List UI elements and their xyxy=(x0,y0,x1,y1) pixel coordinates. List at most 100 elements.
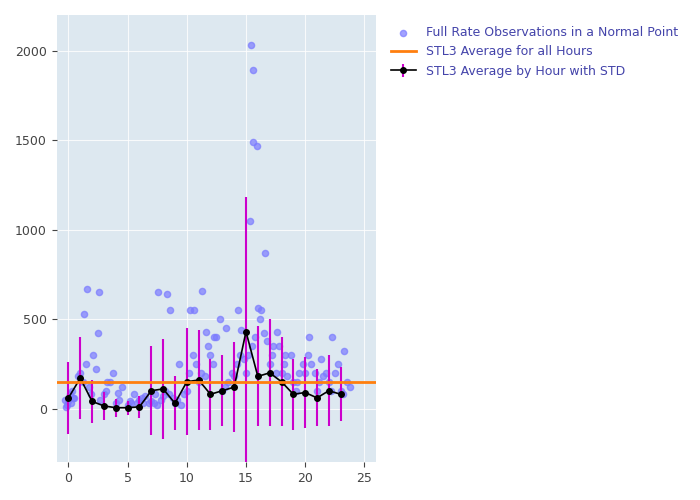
Full Rate Observations in a Normal Point xyxy=(305,360,316,368)
Full Rate Observations in a Normal Point xyxy=(258,330,270,338)
Full Rate Observations in a Normal Point xyxy=(309,369,320,377)
Full Rate Observations in a Normal Point xyxy=(232,306,244,314)
STL3 Average for all Hours xyxy=(64,379,73,385)
Full Rate Observations in a Normal Point xyxy=(214,315,225,323)
Full Rate Observations in a Normal Point xyxy=(256,306,267,314)
Full Rate Observations in a Normal Point xyxy=(158,392,169,400)
Full Rate Observations in a Normal Point xyxy=(160,386,171,394)
Full Rate Observations in a Normal Point xyxy=(231,360,242,368)
Full Rate Observations in a Normal Point xyxy=(72,372,83,380)
Full Rate Observations in a Normal Point xyxy=(146,398,157,406)
Full Rate Observations in a Normal Point xyxy=(248,66,259,74)
Full Rate Observations in a Normal Point xyxy=(77,378,88,386)
Full Rate Observations in a Normal Point xyxy=(226,369,237,377)
Full Rate Observations in a Normal Point xyxy=(252,304,263,312)
Full Rate Observations in a Normal Point xyxy=(300,369,311,377)
Full Rate Observations in a Normal Point xyxy=(344,383,356,391)
Full Rate Observations in a Normal Point xyxy=(104,378,116,386)
Full Rate Observations in a Normal Point xyxy=(317,372,328,380)
Full Rate Observations in a Normal Point xyxy=(149,390,160,398)
Full Rate Observations in a Normal Point xyxy=(234,351,246,359)
Full Rate Observations in a Normal Point xyxy=(250,333,261,341)
Full Rate Observations in a Normal Point xyxy=(271,328,282,336)
Full Rate Observations in a Normal Point xyxy=(164,390,175,398)
Full Rate Observations in a Normal Point xyxy=(199,372,210,380)
Full Rate Observations in a Normal Point xyxy=(75,369,86,377)
Full Rate Observations in a Normal Point xyxy=(60,396,71,404)
Full Rate Observations in a Normal Point xyxy=(167,394,178,402)
Full Rate Observations in a Normal Point xyxy=(326,386,337,394)
Full Rate Observations in a Normal Point xyxy=(200,328,211,336)
Full Rate Observations in a Normal Point xyxy=(122,401,133,409)
Full Rate Observations in a Normal Point xyxy=(211,333,222,341)
Full Rate Observations in a Normal Point xyxy=(94,288,105,296)
Full Rate Observations in a Normal Point xyxy=(288,378,299,386)
Full Rate Observations in a Normal Point xyxy=(193,378,204,386)
Full Rate Observations in a Normal Point xyxy=(255,315,266,323)
Full Rate Observations in a Normal Point xyxy=(152,401,163,409)
Full Rate Observations in a Normal Point xyxy=(144,399,155,407)
Full Rate Observations in a Normal Point xyxy=(116,383,127,391)
Full Rate Observations in a Normal Point xyxy=(286,351,297,359)
Full Rate Observations in a Normal Point xyxy=(80,360,92,368)
Full Rate Observations in a Normal Point xyxy=(329,369,340,377)
Full Rate Observations in a Normal Point xyxy=(236,326,247,334)
Full Rate Observations in a Normal Point xyxy=(270,369,281,377)
Full Rate Observations in a Normal Point xyxy=(279,360,290,368)
Full Rate Observations in a Normal Point xyxy=(101,386,112,394)
Legend: Full Rate Observations in a Normal Point, STL3 Average for all Hours, STL3 Avera: Full Rate Observations in a Normal Point… xyxy=(386,21,682,82)
Full Rate Observations in a Normal Point xyxy=(244,216,255,224)
Full Rate Observations in a Normal Point xyxy=(238,354,249,362)
Full Rate Observations in a Normal Point xyxy=(197,286,208,294)
Full Rate Observations in a Normal Point xyxy=(207,360,218,368)
Full Rate Observations in a Normal Point xyxy=(240,369,251,377)
Full Rate Observations in a Normal Point xyxy=(153,288,164,296)
Full Rate Observations in a Normal Point xyxy=(202,342,214,350)
Full Rate Observations in a Normal Point xyxy=(209,333,220,341)
Full Rate Observations in a Normal Point xyxy=(337,390,349,398)
Full Rate Observations in a Normal Point xyxy=(78,310,90,318)
Full Rate Observations in a Normal Point xyxy=(83,383,94,391)
Full Rate Observations in a Normal Point xyxy=(68,394,79,402)
Full Rate Observations in a Normal Point xyxy=(327,333,338,341)
Full Rate Observations in a Normal Point xyxy=(187,351,198,359)
Full Rate Observations in a Normal Point xyxy=(262,336,273,344)
Full Rate Observations in a Normal Point xyxy=(173,360,184,368)
Full Rate Observations in a Normal Point xyxy=(136,394,148,402)
Full Rate Observations in a Normal Point xyxy=(155,396,167,404)
Full Rate Observations in a Normal Point xyxy=(302,351,313,359)
Full Rate Observations in a Normal Point xyxy=(274,342,285,350)
Full Rate Observations in a Normal Point xyxy=(246,342,258,350)
Full Rate Observations in a Normal Point xyxy=(341,378,352,386)
Full Rate Observations in a Normal Point xyxy=(314,378,325,386)
Full Rate Observations in a Normal Point xyxy=(183,369,195,377)
Full Rate Observations in a Normal Point xyxy=(229,372,240,380)
Full Rate Observations in a Normal Point xyxy=(291,378,302,386)
Full Rate Observations in a Normal Point xyxy=(108,369,119,377)
Full Rate Observations in a Normal Point xyxy=(65,399,76,407)
Full Rate Observations in a Normal Point xyxy=(60,403,71,411)
Full Rate Observations in a Normal Point xyxy=(267,342,279,350)
Full Rate Observations in a Normal Point xyxy=(178,390,190,398)
Full Rate Observations in a Normal Point xyxy=(82,284,93,292)
Full Rate Observations in a Normal Point xyxy=(88,351,99,359)
Full Rate Observations in a Normal Point xyxy=(243,351,254,359)
Full Rate Observations in a Normal Point xyxy=(219,383,230,391)
Full Rate Observations in a Normal Point xyxy=(134,396,145,404)
Full Rate Observations in a Normal Point xyxy=(98,390,109,398)
Full Rate Observations in a Normal Point xyxy=(282,372,293,380)
Full Rate Observations in a Normal Point xyxy=(63,398,74,406)
Full Rate Observations in a Normal Point xyxy=(290,386,301,394)
Full Rate Observations in a Normal Point xyxy=(164,306,176,314)
Full Rate Observations in a Normal Point xyxy=(188,306,199,314)
Full Rate Observations in a Normal Point xyxy=(137,399,148,407)
Full Rate Observations in a Normal Point xyxy=(90,365,101,373)
Full Rate Observations in a Normal Point xyxy=(332,360,344,368)
Full Rate Observations in a Normal Point xyxy=(185,306,196,314)
Full Rate Observations in a Normal Point xyxy=(128,390,139,398)
Full Rate Observations in a Normal Point xyxy=(223,378,234,386)
Full Rate Observations in a Normal Point xyxy=(64,390,75,398)
Full Rate Observations in a Normal Point xyxy=(113,396,125,404)
Full Rate Observations in a Normal Point xyxy=(279,351,290,359)
Full Rate Observations in a Normal Point xyxy=(267,351,278,359)
